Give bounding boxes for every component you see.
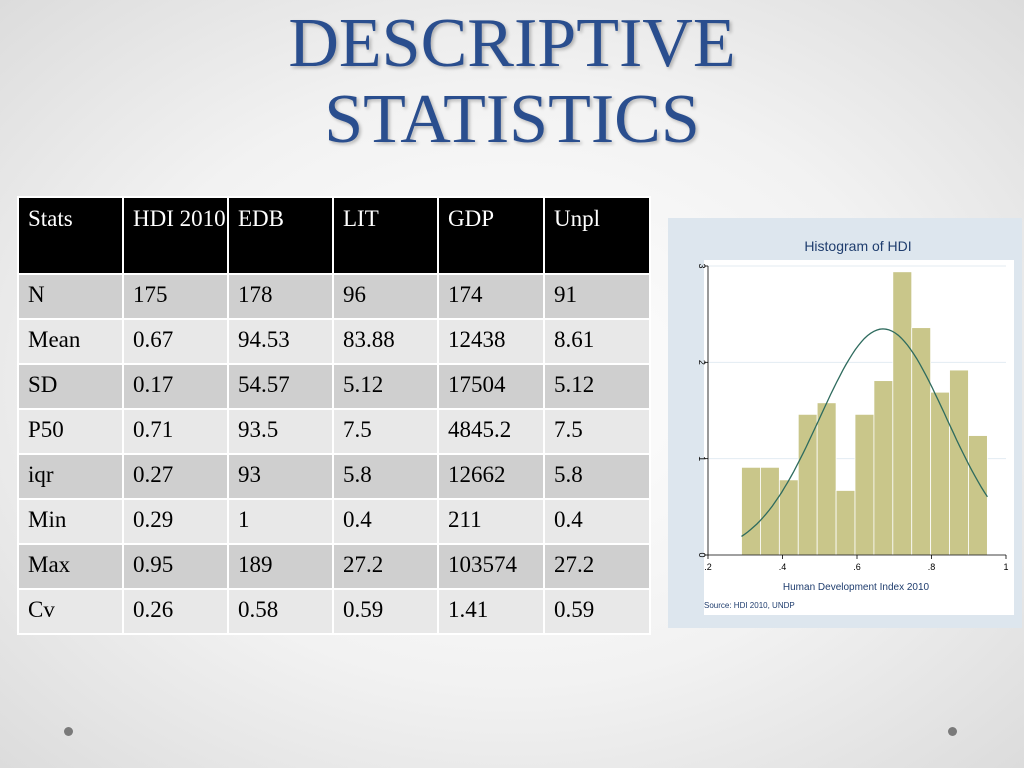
x-axis-label: Human Development Index 2010 [783,582,930,593]
histogram-bar [760,466,780,556]
chart-title: Histogram of HDI [804,238,911,254]
slide-decor-dot-left [64,727,73,736]
chart-source-note: Source: HDI 2010, UNDP [704,601,795,610]
slide-decor-dot-right [948,727,957,736]
cell: 27.2 [332,543,439,590]
cell: 4845.2 [437,408,545,455]
cell: 175 [122,273,229,320]
cell: Min [17,498,124,545]
normal-density-curve [741,328,988,537]
slide-title: DESCRIPTIVE STATISTICS [0,6,1024,158]
cell: 12438 [437,318,545,365]
cell: Max [17,543,124,590]
axes-layer: .2 .4 .6 .8 1 0 1 2 3 [697,263,1009,572]
cell: iqr [17,453,124,500]
cell: 189 [227,543,334,590]
title-line-1: DESCRIPTIVE [288,5,736,82]
cell: 12662 [437,453,545,500]
y-tick-label: 1 [697,456,707,461]
x-tick-label: 1 [1003,562,1008,572]
histogram-bar [797,413,818,556]
table-row: Mean 0.67 94.53 83.88 12438 8.61 [17,318,651,365]
header-unpl: Unpl [543,196,651,275]
hdi-histogram-chart: Histogram of HDI .2 .4 .6 .8 1 0 1 2 3 Human Dev… [668,218,1022,628]
cell: 0.29 [122,498,229,545]
table-row: Max 0.95 189 27.2 103574 27.2 [17,543,651,590]
histogram-bar [968,435,988,556]
x-tick-label: .6 [853,562,861,572]
hdi-histogram-image: Histogram of HDI .2 .4 .6 .8 1 0 1 2 3 Human Dev… [668,218,1022,628]
cell: 93 [227,453,334,500]
cell: 8.61 [543,318,651,365]
cell: 0.27 [122,453,229,500]
x-tick-label: .8 [928,562,936,572]
histogram-bar [816,402,837,556]
y-tick-label: 0 [697,552,707,557]
cell: 0.26 [122,588,229,635]
cell: 91 [543,273,651,320]
table-row: Cv 0.26 0.58 0.59 1.41 0.59 [17,588,651,635]
header-stats: Stats [17,196,124,275]
cell: 0.58 [227,588,334,635]
cell: 0.4 [543,498,651,545]
cell: 96 [332,273,439,320]
cell: Mean [17,318,124,365]
table-row: N 175 178 96 174 91 [17,273,651,320]
cell: 54.57 [227,363,334,410]
cell: 5.12 [332,363,439,410]
header-hdi-2010: HDI 2010 [122,196,229,275]
cell: 93.5 [227,408,334,455]
cell: 94.53 [227,318,334,365]
y-tick-label: 3 [697,263,707,268]
table-header-row: Stats HDI 2010 EDB LIT GDP Unpl [17,196,651,275]
x-tick-label: .4 [779,562,787,572]
histogram-bar [949,369,969,556]
histogram-bar [835,490,856,556]
cell: 0.67 [122,318,229,365]
cell: 0.95 [122,543,229,590]
cell: N [17,273,124,320]
table-row: Min 0.29 1 0.4 211 0.4 [17,498,651,545]
cell: SD [17,363,124,410]
cell: 1.41 [437,588,545,635]
title-line-2: STATISTICS [324,81,700,158]
cell: 7.5 [332,408,439,455]
histogram-bar [741,466,761,556]
cell: 5.12 [543,363,651,410]
table-row: iqr 0.27 93 5.8 12662 5.8 [17,453,651,500]
cell: 0.17 [122,363,229,410]
cell: 27.2 [543,543,651,590]
histogram-bar [854,413,875,556]
cell: 5.8 [332,453,439,500]
cell: 17504 [437,363,545,410]
cell: 5.8 [543,453,651,500]
cell: 0.4 [332,498,439,545]
histogram-bar [892,271,913,556]
cell: 0.59 [543,588,651,635]
cell: P50 [17,408,124,455]
cell: Cv [17,588,124,635]
cell: 1 [227,498,334,545]
cell: 103574 [437,543,545,590]
histogram-bar [930,391,950,556]
header-gdp: GDP [437,196,545,275]
cell: 211 [437,498,545,545]
histogram-bar [873,380,894,556]
histogram-bar [911,327,932,556]
cell: 0.71 [122,408,229,455]
descriptive-stats-table: Stats HDI 2010 EDB LIT GDP Unpl N 175 17… [17,196,651,635]
table-row: P50 0.71 93.5 7.5 4845.2 7.5 [17,408,651,455]
header-edb: EDB [227,196,334,275]
header-lit: LIT [332,196,439,275]
cell: 83.88 [332,318,439,365]
cell: 0.59 [332,588,439,635]
cell: 7.5 [543,408,651,455]
y-tick-label: 2 [697,360,707,365]
x-tick-label: .2 [704,562,712,572]
table-row: SD 0.17 54.57 5.12 17504 5.12 [17,363,651,410]
cell: 174 [437,273,545,320]
cell: 178 [227,273,334,320]
